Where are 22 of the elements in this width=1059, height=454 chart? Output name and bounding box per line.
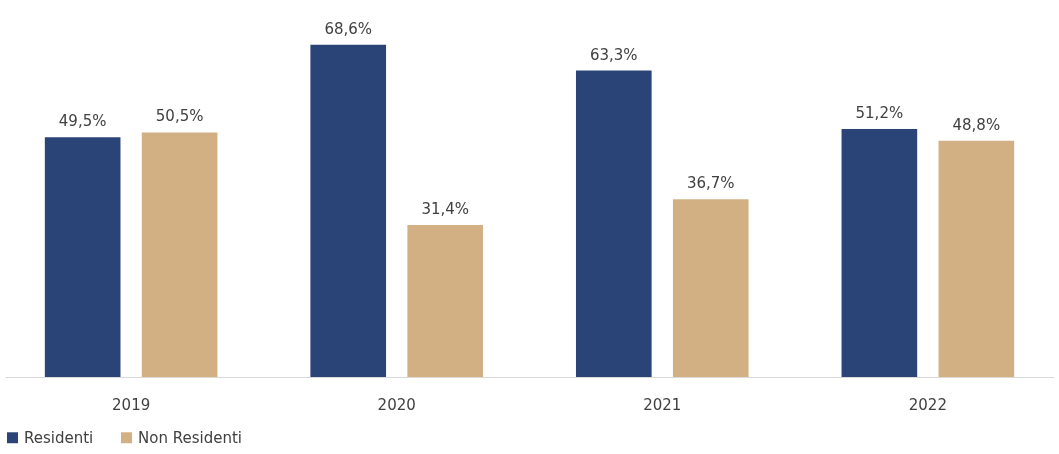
bar	[672, 199, 749, 377]
data-label: 50,5%	[155, 107, 204, 126]
bar	[938, 140, 1015, 377]
x-tick-label: 2020	[377, 395, 416, 414]
data-label: 68,6%	[324, 19, 373, 38]
legend-label: Non Residenti	[138, 428, 242, 447]
data-label: 49,5%	[58, 112, 107, 131]
bar	[575, 70, 652, 377]
bar	[841, 129, 918, 377]
data-label: 48,8%	[952, 115, 1001, 134]
data-label: 51,2%	[855, 104, 904, 123]
data-label: 31,4%	[421, 199, 470, 218]
bar	[141, 132, 218, 377]
bar	[44, 137, 121, 377]
data-label: 63,3%	[589, 45, 638, 64]
bar	[407, 224, 484, 377]
x-tick-label: 2019	[112, 395, 151, 414]
x-tick-label: 2021	[643, 395, 682, 414]
x-tick-label: 2022	[908, 395, 947, 414]
data-label: 36,7%	[686, 174, 735, 193]
bar	[310, 44, 387, 377]
legend-label: Residenti	[24, 428, 94, 447]
